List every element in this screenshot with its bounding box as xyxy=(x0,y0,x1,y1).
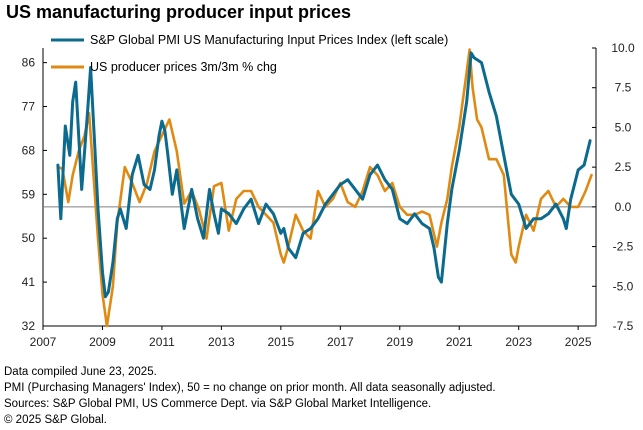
chart-title: US manufacturing producer input prices xyxy=(6,2,352,22)
x-tick-label: 2015 xyxy=(267,335,294,349)
chart-axes: 32 41 50 59 68 77 86 -7.5 -5.0 -2.5 0.0 2.5 5.0 7.5 10… xyxy=(22,41,635,349)
x-tick-label: 2021 xyxy=(446,335,473,349)
x-tick-label: 2009 xyxy=(89,335,116,349)
right-tick-label: -5.0 xyxy=(613,279,634,293)
series-line-pmi-input-prices xyxy=(56,51,592,299)
chart-legend: S&P Global PMI US Manufacturing Input Pr… xyxy=(51,33,448,74)
x-tick-label: 2023 xyxy=(505,335,532,349)
right-tick-label: 7.5 xyxy=(615,81,632,95)
right-tick-label: 5.0 xyxy=(615,120,632,134)
x-tick-label: 2025 xyxy=(565,335,592,349)
right-tick-label: 0.0 xyxy=(615,200,632,214)
left-tick-label: 50 xyxy=(22,231,36,245)
left-tick-label: 59 xyxy=(22,187,36,201)
right-tick-label: -2.5 xyxy=(613,240,634,254)
footnote-copyright: © 2025 S&P Global. xyxy=(4,414,107,426)
legend-label: US producer prices 3m/3m % chg xyxy=(90,60,277,74)
series-layer xyxy=(56,48,593,328)
right-tick-label: 2.5 xyxy=(615,160,632,174)
footnote-date: Data compiled June 23, 2025. xyxy=(4,366,157,378)
x-tick-label: 2007 xyxy=(30,335,57,349)
right-tick-label: 10.0 xyxy=(611,41,635,55)
left-tick-label: 77 xyxy=(22,100,36,114)
left-tick-label: 68 xyxy=(22,143,36,157)
left-tick-label: 41 xyxy=(22,275,36,289)
footnotes: Data compiled June 23, 2025. PMI (Purcha… xyxy=(4,364,496,428)
footnote-definition: PMI (Purchasing Managers' Index), 50 = n… xyxy=(4,382,496,394)
series-line-producer-prices xyxy=(56,48,593,328)
legend-label: S&P Global PMI US Manufacturing Input Pr… xyxy=(90,33,448,47)
x-tick-label: 2013 xyxy=(208,335,235,349)
x-tick-label: 2019 xyxy=(386,335,413,349)
left-tick-label: 86 xyxy=(22,56,36,70)
footnote-sources: Sources: S&P Global PMI, US Commerce Dep… xyxy=(4,398,432,410)
x-tick-label: 2011 xyxy=(149,335,175,349)
x-tick-label: 2017 xyxy=(327,335,354,349)
right-tick-label: -7.5 xyxy=(613,319,634,333)
line-chart: 32 41 50 59 68 77 86 -7.5 -5.0 -2.5 0.0 2.5 5.0 7.5 10… xyxy=(22,33,635,349)
left-tick-label: 32 xyxy=(22,319,36,333)
